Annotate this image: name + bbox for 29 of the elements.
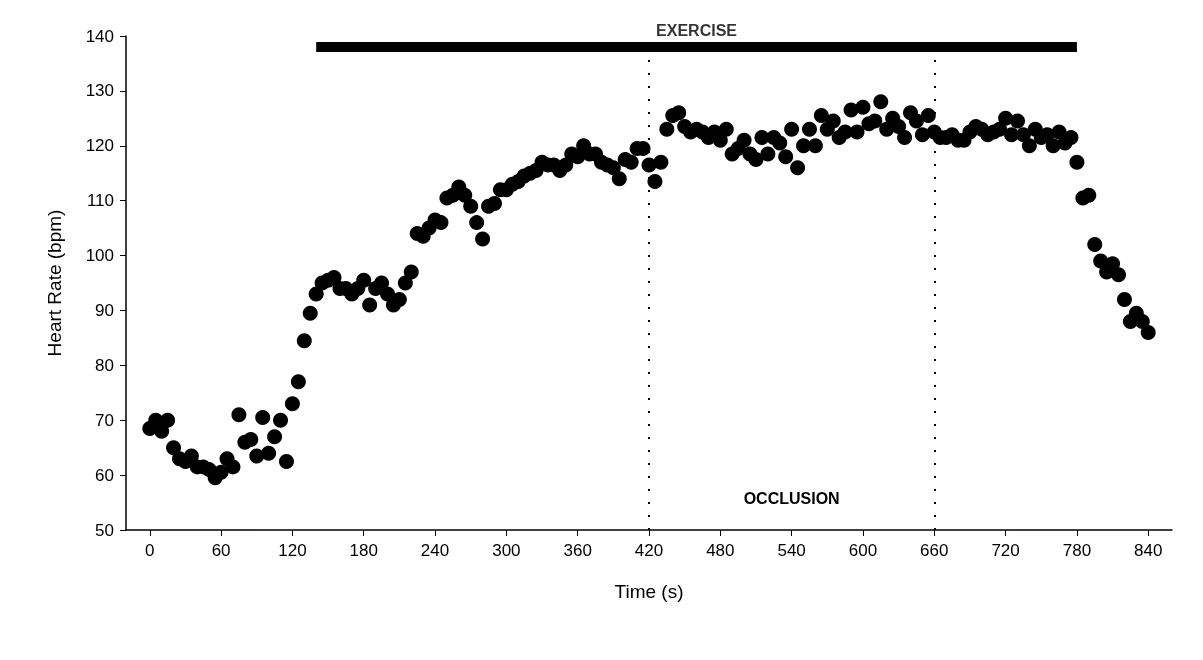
x-tick-label: 360 [563, 541, 592, 560]
y-tick-label: 130 [85, 81, 114, 101]
y-tick-label: 100 [85, 246, 114, 266]
x-tick-label: 660 [920, 541, 949, 560]
x-tick-label: 420 [634, 541, 664, 560]
annotation: EXERCISE [656, 22, 738, 40]
x-tick-label: 840 [1134, 541, 1163, 560]
x-tick-label: 720 [991, 541, 1020, 560]
x-tick-label: 540 [777, 541, 806, 560]
y-tick-label: 140 [85, 26, 114, 46]
y-axis-title: Heart Rate (bpm) [44, 209, 65, 357]
y-tick-label: 70 [95, 410, 114, 430]
x-tick-label: 60 [211, 541, 231, 560]
x-tick-label: 480 [706, 541, 735, 560]
x-tick-label: 780 [1062, 541, 1092, 560]
y-tick-label: 90 [95, 300, 114, 320]
x-tick-label: 600 [848, 541, 878, 560]
x-tick-label: 120 [278, 541, 307, 560]
x-tick-label: 240 [420, 541, 450, 560]
y-tick-label: 60 [95, 465, 114, 485]
x-axis-title: Time (s) [614, 581, 684, 602]
x-tick-label: 0 [145, 541, 155, 560]
y-tick-label: 80 [95, 355, 114, 375]
x-tick-label: 180 [349, 541, 378, 560]
x-tick-label: 300 [492, 541, 521, 560]
y-tick-label: 110 [86, 191, 114, 211]
y-tick-label: 120 [85, 136, 114, 156]
annotation: OCCLUSION [743, 489, 840, 507]
y-tick-label: 50 [95, 520, 114, 540]
